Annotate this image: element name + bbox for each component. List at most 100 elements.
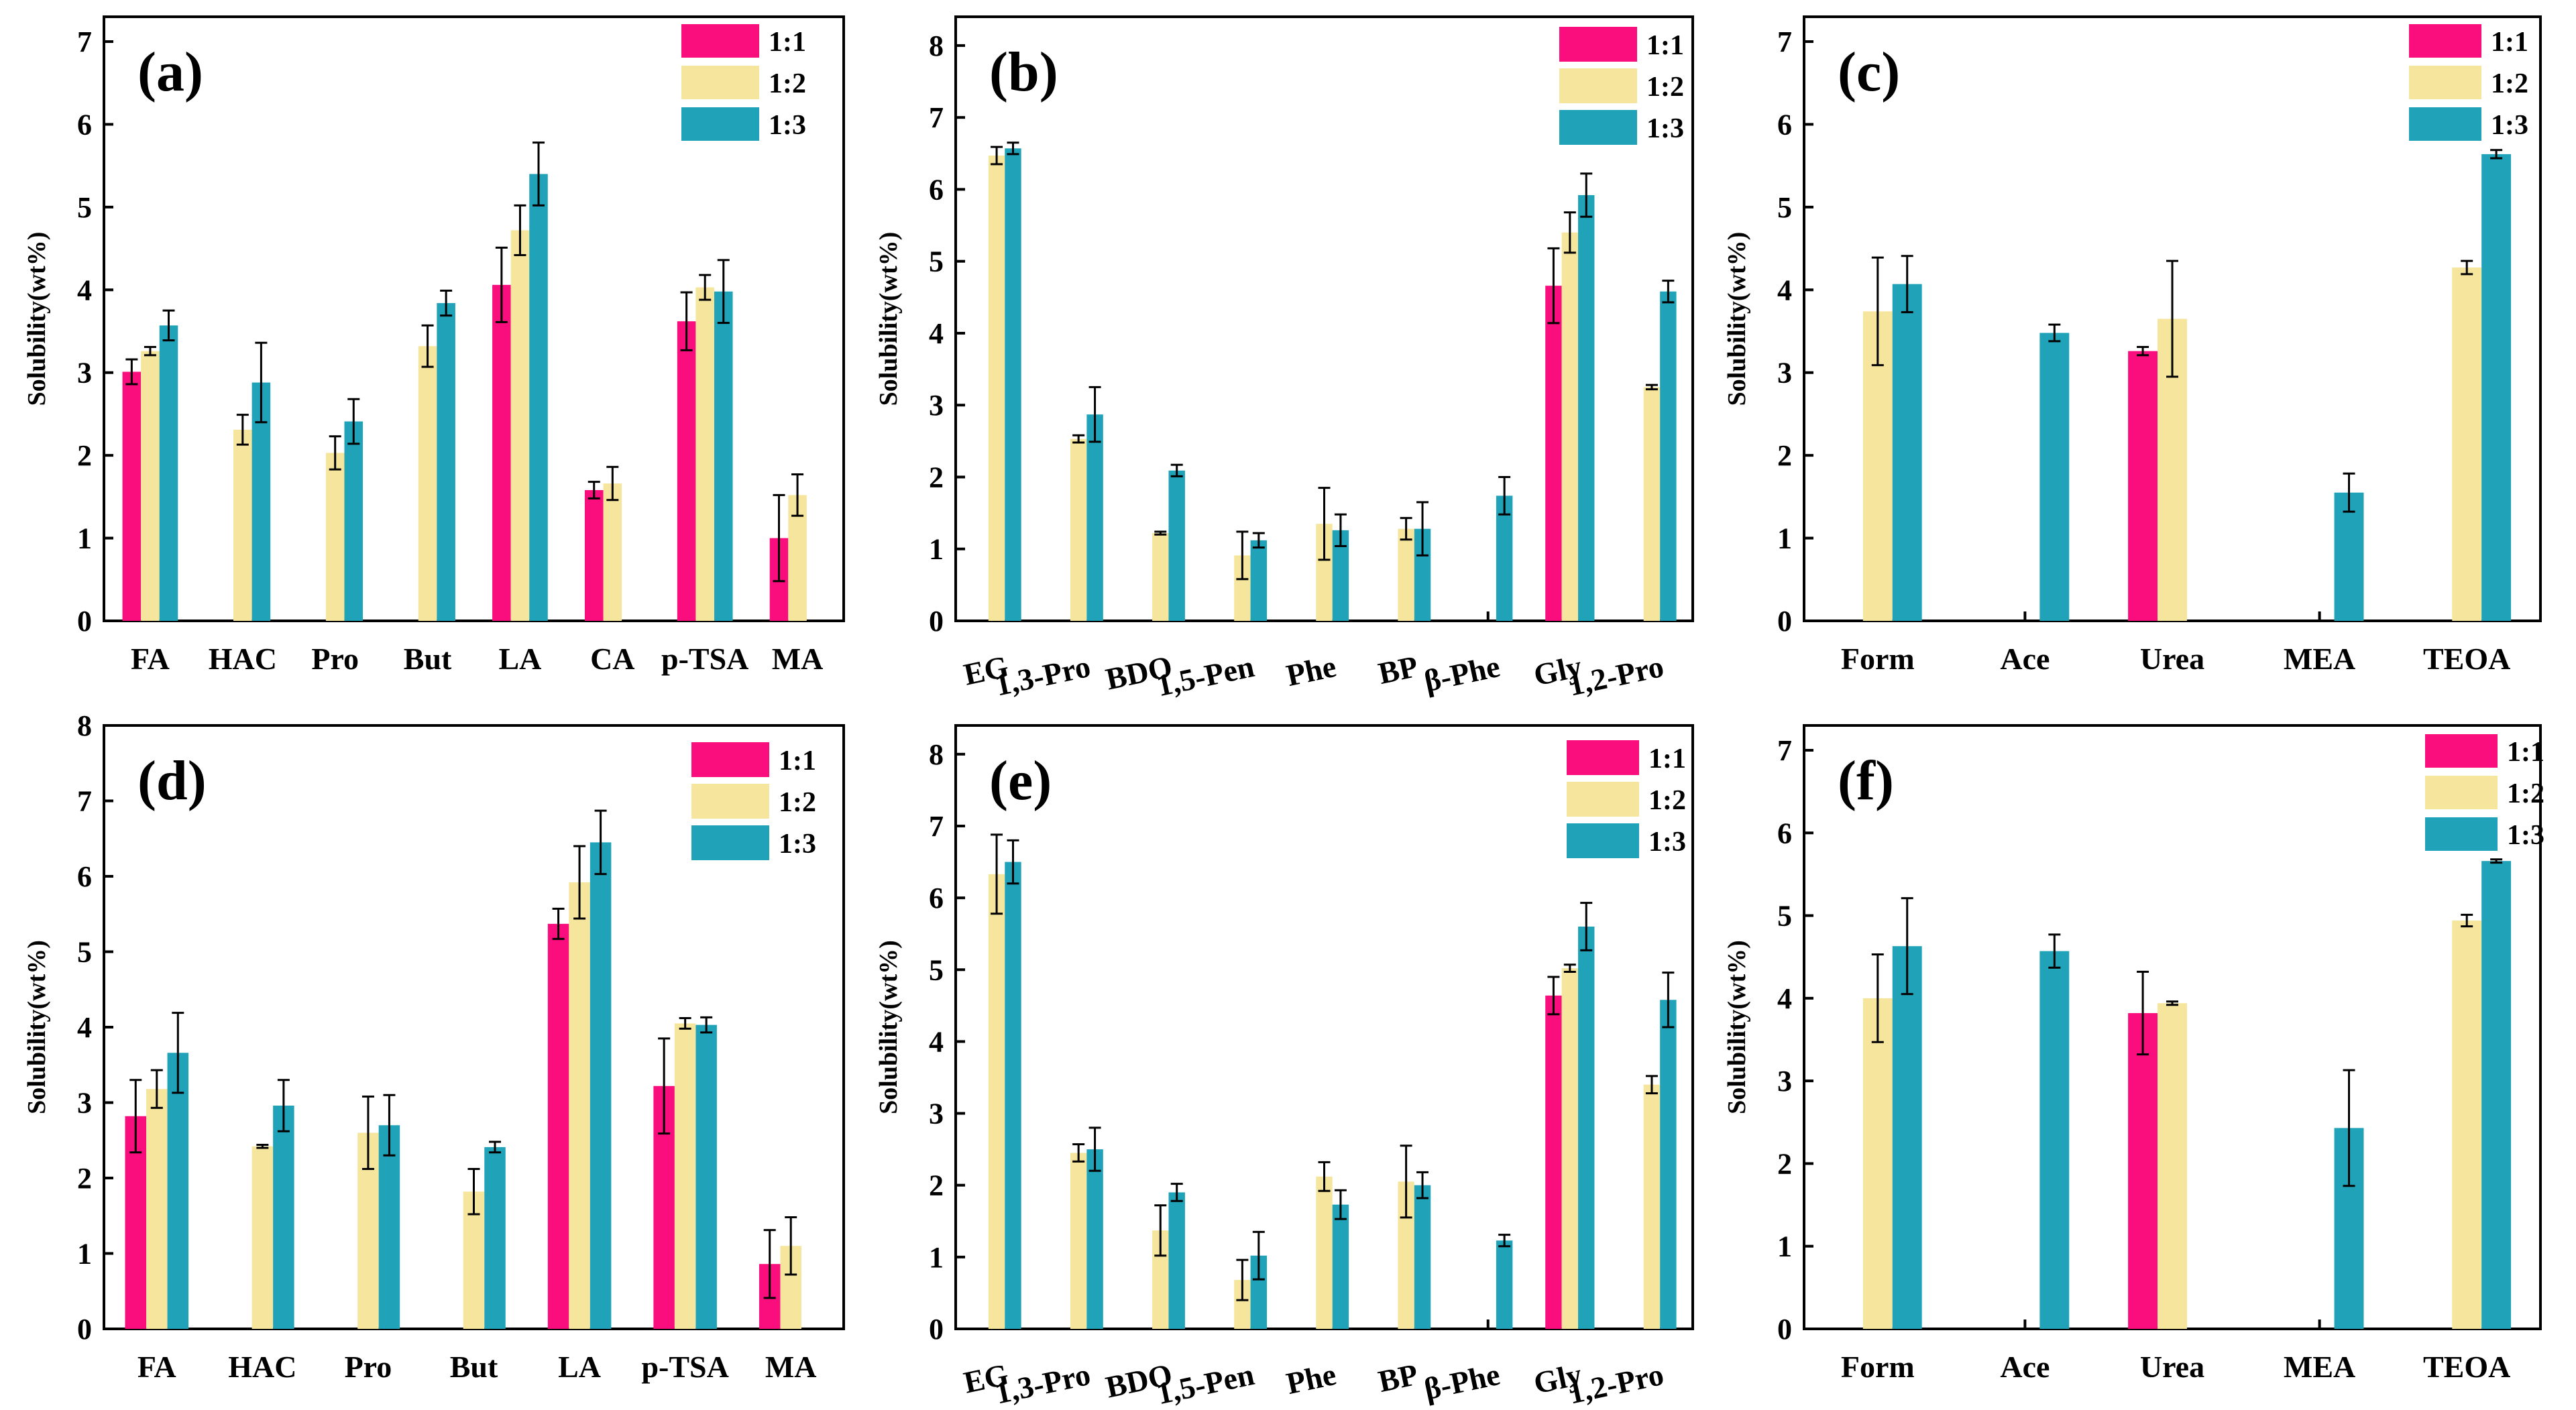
error-bar-1,5-Pen-1:2 xyxy=(1236,1258,1249,1301)
error-bar-Form-1:2 xyxy=(1871,953,1884,1043)
error-bar-1,5-Pen-1:3 xyxy=(1252,532,1265,549)
error-bar-EG-1:3 xyxy=(1007,839,1019,885)
legend-swatch-1:2 xyxy=(2409,66,2481,99)
bar-MEA-1:3 xyxy=(2334,492,2364,621)
bar-Gly-1:2 xyxy=(1561,232,1579,621)
y-tick-label: 1 xyxy=(77,522,92,555)
panel-label: (e) xyxy=(989,750,1052,812)
legend-swatch-1:2 xyxy=(1567,782,1639,817)
bar-BDO-1:3 xyxy=(1168,470,1185,621)
error-bar-Gly-1:3 xyxy=(1580,902,1593,951)
x-tick-label: Form xyxy=(1841,1350,1915,1384)
error-bar-p-TSA-1:1 xyxy=(658,1037,671,1135)
bar-BP-1:2 xyxy=(1398,528,1414,621)
bar-1,3-Pro-1:3 xyxy=(1086,414,1103,621)
error-bar-But-1:3 xyxy=(489,1140,502,1154)
legend-label: 1:1 xyxy=(769,27,806,58)
error-bar-BDO-1:3 xyxy=(1170,1183,1183,1202)
error-bar-Form-1:3 xyxy=(1901,255,1913,314)
bar-Pro-1:2 xyxy=(325,453,345,621)
error-bar-FA-1:1 xyxy=(125,358,138,386)
y-tick-label: 2 xyxy=(77,439,92,472)
x-tick-label: Form xyxy=(1841,642,1915,676)
y-tick-label: 8 xyxy=(929,30,944,62)
error-bar-Pro-1:2 xyxy=(361,1096,374,1170)
legend-swatch-1:3 xyxy=(1559,110,1637,145)
bar-1,3-Pro-1:2 xyxy=(1070,1153,1087,1329)
legend-label: 1:1 xyxy=(779,746,816,776)
legend-label: 1:3 xyxy=(2507,820,2544,851)
y-tick-label: 1 xyxy=(1777,1230,1792,1263)
x-tick-label: 1,2-Pro xyxy=(1565,649,1667,703)
error-bar-MA-1:2 xyxy=(791,473,804,517)
legend-label: 1:2 xyxy=(1646,72,1684,103)
y-tick-label: 2 xyxy=(929,1169,944,1202)
bar-FA-1:2 xyxy=(146,1089,168,1329)
legend-swatch-1:3 xyxy=(681,107,759,141)
panel-label: (c) xyxy=(1838,41,1900,103)
panel-label: (b) xyxy=(989,41,1058,103)
bar-p-TSA-1:1 xyxy=(677,321,696,621)
error-bar-β-Phe-1:3 xyxy=(1498,475,1511,516)
error-bar-BP-1:2 xyxy=(1400,517,1412,541)
bar-LA-1:1 xyxy=(547,923,569,1329)
error-bar-1,2-Pro-1:3 xyxy=(1662,280,1675,304)
x-tick-label: FA xyxy=(131,642,170,676)
bar-1,2-Pro-1:3 xyxy=(1660,291,1677,621)
error-bar-1,2-Pro-1:2 xyxy=(1645,384,1658,391)
bar-TEOA-1:2 xyxy=(2452,920,2482,1329)
error-bar-Urea-1:2 xyxy=(2166,259,2178,378)
bar-HAC-1:2 xyxy=(251,1146,274,1329)
y-tick-label: 3 xyxy=(1777,1065,1792,1098)
bar-Gly-1:3 xyxy=(1578,927,1595,1329)
bar-Ace-1:3 xyxy=(2039,333,2070,621)
error-bar-Gly-1:1 xyxy=(1547,976,1560,1016)
y-tick-label: 1 xyxy=(929,1241,944,1274)
bar-EG-1:2 xyxy=(988,874,1005,1329)
bar-1,2-Pro-1:3 xyxy=(1660,1000,1677,1329)
y-tick-label: 3 xyxy=(77,357,92,390)
bar-β-Phe-1:3 xyxy=(1496,1240,1513,1329)
y-tick-label: 2 xyxy=(77,1162,92,1195)
y-tick-label: 2 xyxy=(929,461,944,493)
error-bar-Urea-1:1 xyxy=(2137,970,2149,1056)
bar-But-1:3 xyxy=(437,303,455,621)
y-tick-label: 3 xyxy=(77,1087,92,1120)
y-tick-label: 0 xyxy=(1777,1313,1792,1346)
error-bar-p-TSA-1:3 xyxy=(700,1016,713,1034)
error-bar-1,3-Pro-1:3 xyxy=(1088,386,1101,443)
error-bar-Phe-1:3 xyxy=(1334,1189,1347,1220)
bar-Phe-1:2 xyxy=(1316,1176,1333,1329)
legend-label: 1:3 xyxy=(779,829,816,860)
bar-EG-1:3 xyxy=(1005,148,1021,621)
x-tick-label: But xyxy=(450,1350,498,1384)
y-tick-label: 6 xyxy=(929,173,944,206)
legend-label: 1:3 xyxy=(2491,110,2528,141)
y-tick-label: 6 xyxy=(77,860,92,893)
x-tick-label: BP xyxy=(1376,1357,1421,1399)
x-tick-label: FA xyxy=(137,1350,176,1384)
y-tick-label: 6 xyxy=(77,108,92,141)
y-tick-label: 2 xyxy=(1777,439,1792,472)
error-bar-MA-1:2 xyxy=(785,1216,797,1276)
bar-BDO-1:3 xyxy=(1168,1192,1185,1329)
error-bar-1,3-Pro-1:2 xyxy=(1072,1143,1085,1163)
error-bar-BDO-1:2 xyxy=(1154,1204,1167,1257)
error-bar-BP-1:3 xyxy=(1416,501,1429,556)
error-bar-Urea-1:1 xyxy=(2137,345,2149,357)
x-tick-label: TEOA xyxy=(2423,642,2510,676)
legend-swatch-1:1 xyxy=(2409,24,2481,58)
error-bar-Phe-1:2 xyxy=(1318,487,1331,561)
legend-swatch-1:1 xyxy=(1567,740,1639,775)
panel-label: (f) xyxy=(1838,750,1894,812)
bar-p-TSA-1:3 xyxy=(695,1024,717,1329)
error-bar-p-TSA-1:3 xyxy=(717,259,730,325)
y-tick-label: 4 xyxy=(1777,982,1792,1015)
y-tick-label: 5 xyxy=(1777,191,1792,224)
y-tick-label: 5 xyxy=(929,953,944,986)
bar-p-TSA-1:3 xyxy=(714,291,733,621)
bar-TEOA-1:3 xyxy=(2481,861,2512,1329)
legend-label: 1:2 xyxy=(2491,68,2528,99)
legend-label: 1:1 xyxy=(2491,27,2528,58)
